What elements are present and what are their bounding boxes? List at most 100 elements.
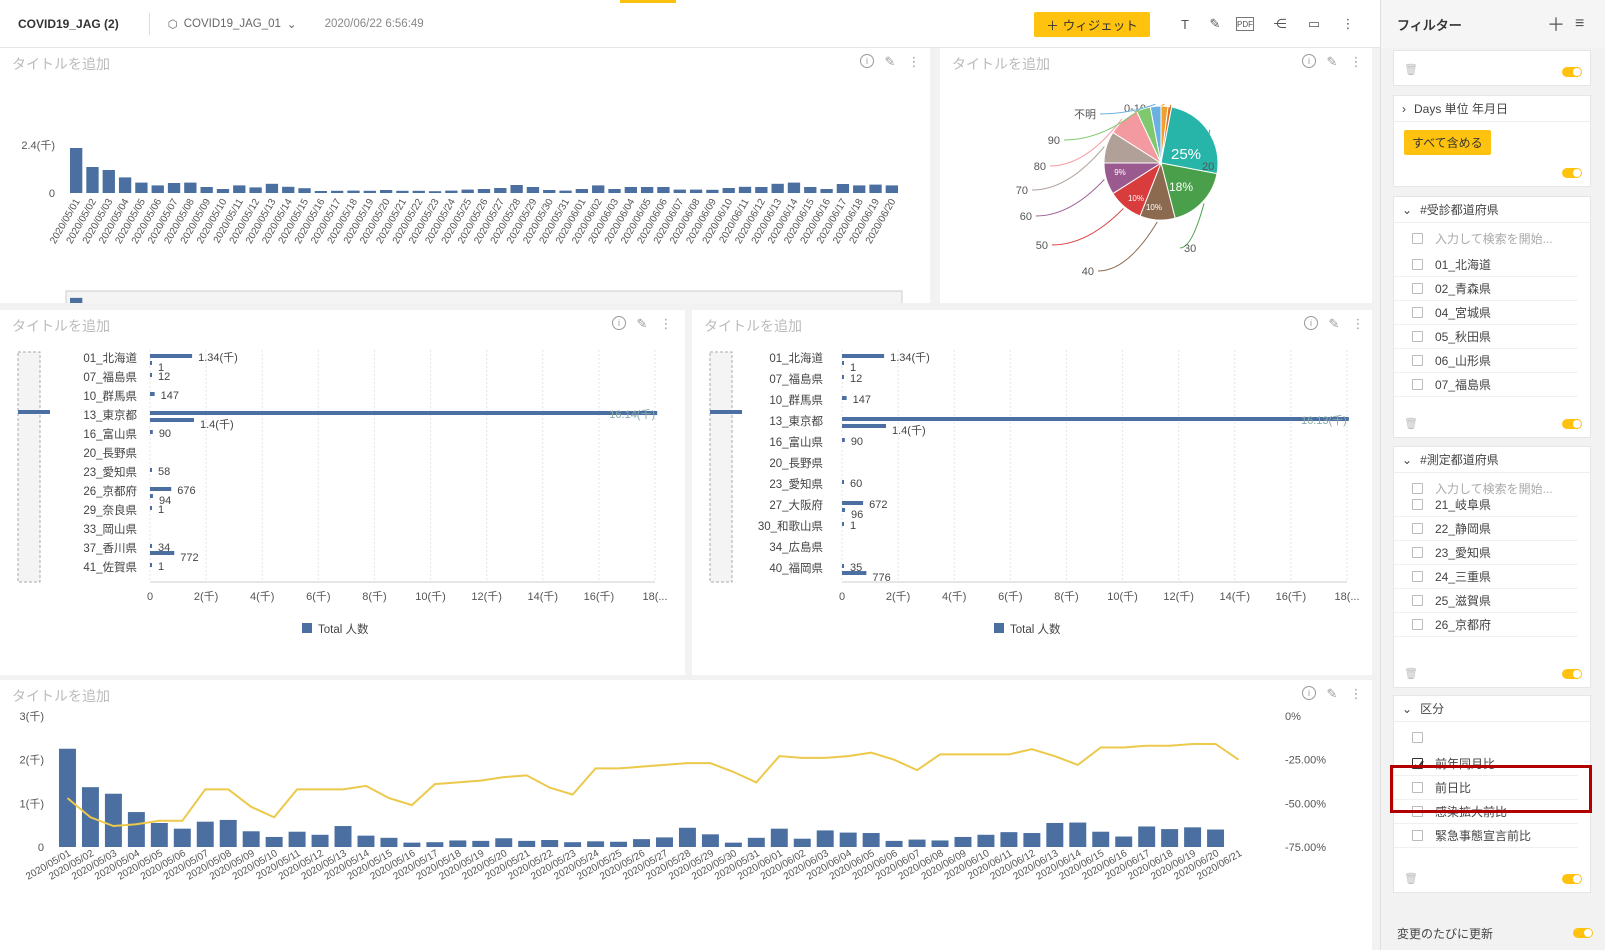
bar (219, 819, 237, 847)
more-icon[interactable]: ⋮ (1349, 54, 1363, 69)
checkbox[interactable] (1412, 619, 1423, 630)
edit-icon[interactable]: ✎ (884, 54, 896, 69)
filter-header[interactable]: ⌄ #受診都道府県 (1394, 197, 1590, 223)
panel-title[interactable]: タイトルを追加 (704, 318, 802, 334)
bar (477, 189, 491, 193)
panel-title[interactable]: タイトルを追加 (12, 688, 110, 704)
select-all-checkbox[interactable] (1412, 731, 1423, 743)
checkbox[interactable] (1412, 595, 1423, 606)
filter-option[interactable]: 04_宮城県 (1394, 301, 1578, 325)
monitor-icon[interactable]: ▭ (1307, 16, 1321, 31)
bar (104, 793, 122, 847)
trash-icon[interactable]: 🗑 (1404, 668, 1418, 680)
filter-option[interactable]: 05_秋田県 (1394, 325, 1578, 349)
trash-icon[interactable]: 🗑 (1404, 873, 1418, 885)
checkbox[interactable] (1412, 307, 1423, 318)
checkbox[interactable] (1412, 259, 1423, 270)
trash-icon[interactable]: 🗑 (1404, 64, 1418, 76)
slice-label: 30 (1184, 243, 1196, 255)
filter-search[interactable]: 入力して検索を開始... (1394, 223, 1590, 253)
info-icon[interactable]: i (612, 316, 626, 330)
filter-option[interactable]: 21_岐阜県 (1394, 493, 1578, 517)
filter-option[interactable]: 07_福島県 (1394, 373, 1578, 397)
edit-icon[interactable]: ✎ (1326, 54, 1338, 69)
add-filter-icon[interactable]: ＋ (1547, 15, 1565, 35)
select-all-checkbox[interactable] (1412, 232, 1423, 244)
bar (461, 189, 474, 193)
hamburger-menu-icon[interactable]: ≡ (1575, 15, 1585, 32)
filter-option[interactable]: 前日比 (1394, 776, 1578, 800)
text-icon[interactable]: T (1181, 16, 1189, 32)
x-tick-label: 18(... (1334, 591, 1359, 603)
filter-toggle[interactable] (1562, 168, 1582, 178)
bar (396, 190, 409, 193)
filter-toggle[interactable] (1562, 67, 1582, 77)
prefecture-hbar-chart[interactable]: 0 2(千) 4(千) 6(千) 8(千) 10(千) 12(千) 14(千) 16(千) 18(… (0, 310, 685, 675)
bar (510, 185, 523, 193)
filter-option[interactable]: 緊急事態宣言前比 (1394, 824, 1578, 848)
filter-option[interactable]: 02_青森県 (1394, 277, 1578, 301)
share-icon[interactable]: ⋲ (1273, 16, 1287, 31)
panel-title[interactable]: タイトルを追加 (12, 318, 110, 334)
filter-option[interactable]: 22_静岡県 (1394, 517, 1578, 541)
filter-option[interactable]: 25_滋賀県 (1394, 589, 1578, 613)
filter-header[interactable]: ⌄ 区分 (1394, 696, 1590, 722)
bar (836, 184, 850, 193)
checkbox[interactable] (1412, 523, 1423, 534)
filter-option[interactable]: 24_三重県 (1394, 565, 1578, 589)
panel-title[interactable]: タイトルを追加 (12, 56, 110, 72)
bar-line-combo-chart[interactable]: 01(千)2(千)3(千) 0%-25.00%-50.00%-75.00%2020… (0, 680, 1372, 950)
more-menu-icon[interactable]: ⋮ (1341, 16, 1355, 31)
edit-icon[interactable]: ✎ (1328, 316, 1340, 331)
filter-search[interactable]: 入力して検索を開始... (1394, 473, 1590, 503)
auto-update-toggle[interactable] (1573, 928, 1593, 938)
more-icon[interactable]: ⋮ (1349, 686, 1363, 701)
checkbox[interactable] (1412, 782, 1423, 793)
checkbox[interactable] (1412, 499, 1423, 510)
checkbox[interactable] (1412, 355, 1423, 366)
filter-option[interactable]: 06_山形県 (1394, 349, 1578, 373)
age-pie-chart[interactable]: 0-10102030405060708090不明25%18%10%10%9% (940, 48, 1372, 303)
add-widget-button[interactable]: ＋ ウィジェット (1034, 12, 1150, 37)
info-icon[interactable]: i (1302, 686, 1316, 700)
edit-icon[interactable]: ✎ (636, 316, 648, 331)
filter-header[interactable]: ⌄ #測定都道府県 (1394, 447, 1590, 473)
info-icon[interactable]: i (860, 54, 874, 68)
checkbox[interactable] (1412, 331, 1423, 342)
filter-search[interactable] (1394, 722, 1590, 752)
filter-toggle[interactable] (1562, 874, 1582, 884)
panel-title[interactable]: タイトルを追加 (952, 56, 1050, 72)
dataset-selector[interactable]: ⬡ COVID19_JAG_01 ⌄ (168, 17, 297, 31)
dashboard-title[interactable]: COVID19_JAG (2) (18, 16, 119, 31)
filter-option-label: 04_宮城県 (1435, 306, 1492, 320)
measured-prefecture-hbar-chart[interactable]: 0 2(千) 4(千) 6(千) 8(千) 10(千) 12(千) 14(千) 16(千) 18(… (692, 310, 1372, 675)
bar (804, 187, 817, 193)
more-icon[interactable]: ⋮ (659, 316, 673, 331)
checkbox[interactable] (1412, 547, 1423, 558)
more-icon[interactable]: ⋮ (1351, 316, 1365, 331)
checkbox[interactable] (1412, 830, 1423, 841)
filter-toggle[interactable] (1562, 419, 1582, 429)
checkbox[interactable] (1412, 283, 1423, 294)
daily-bar-chart[interactable]: 02.4(千)2020/05/012020/05/022020/05/03202… (0, 48, 930, 303)
filter-option[interactable]: 01_北海道 (1394, 253, 1578, 277)
select-all-checkbox[interactable] (1412, 482, 1423, 494)
filter-option[interactable]: 23_愛知県 (1394, 541, 1578, 565)
filter-header[interactable]: › Days 単位 年月日 (1394, 96, 1590, 122)
info-icon[interactable]: i (1304, 316, 1318, 330)
checkbox[interactable] (1412, 571, 1423, 582)
filter-toggle[interactable] (1562, 669, 1582, 679)
info-icon[interactable]: i (1302, 54, 1316, 68)
pdf-icon[interactable]: PDF (1236, 17, 1254, 31)
brush-icon[interactable]: ✎ (1209, 16, 1221, 31)
category-label: 37_香川県 (83, 542, 137, 555)
include-all-button[interactable]: すべて含める (1404, 130, 1491, 155)
more-icon[interactable]: ⋮ (907, 54, 921, 69)
highlight-box (1390, 765, 1592, 813)
checkbox[interactable] (1412, 379, 1423, 390)
edit-icon[interactable]: ✎ (1326, 686, 1338, 701)
x-tick-label: 10(千) (415, 590, 446, 603)
trash-icon[interactable]: 🗑 (1404, 418, 1418, 430)
filter-option[interactable]: 26_京都府 (1394, 613, 1578, 637)
bar (820, 189, 833, 193)
